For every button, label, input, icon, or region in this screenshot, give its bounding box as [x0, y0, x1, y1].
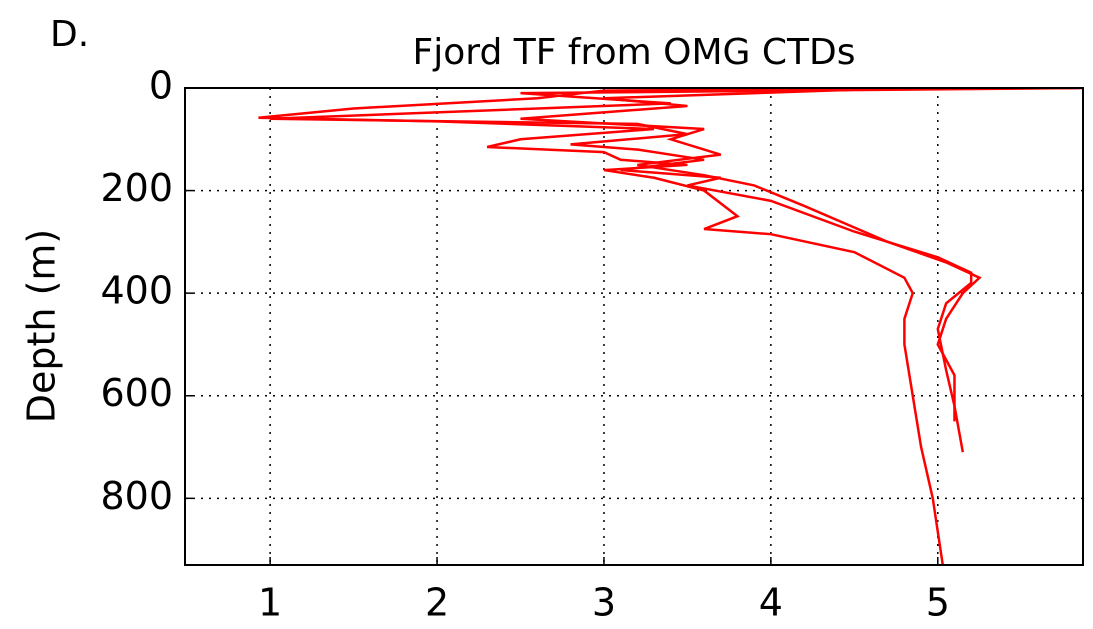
- x-tick-label: 4: [759, 581, 783, 625]
- profile-line: [520, 88, 982, 422]
- profile-line: [258, 88, 1080, 565]
- x-tick-label: 1: [258, 581, 282, 625]
- x-tick-label: 5: [926, 581, 950, 625]
- x-tick-label: 2: [425, 581, 449, 625]
- panel-label: D.: [50, 14, 89, 55]
- y-tick-label: 800: [100, 474, 173, 518]
- chart-title: Fjord TF from OMG CTDs: [413, 32, 856, 73]
- y-tick-label: 600: [100, 371, 173, 415]
- y-tick-label: 200: [100, 166, 173, 210]
- plot-frame: [184, 87, 1084, 566]
- y-tick-label: 0: [149, 64, 173, 108]
- y-axis-label: Depth (m): [20, 229, 64, 424]
- x-tick-label: 3: [592, 581, 616, 625]
- y-tick-label: 400: [100, 269, 173, 313]
